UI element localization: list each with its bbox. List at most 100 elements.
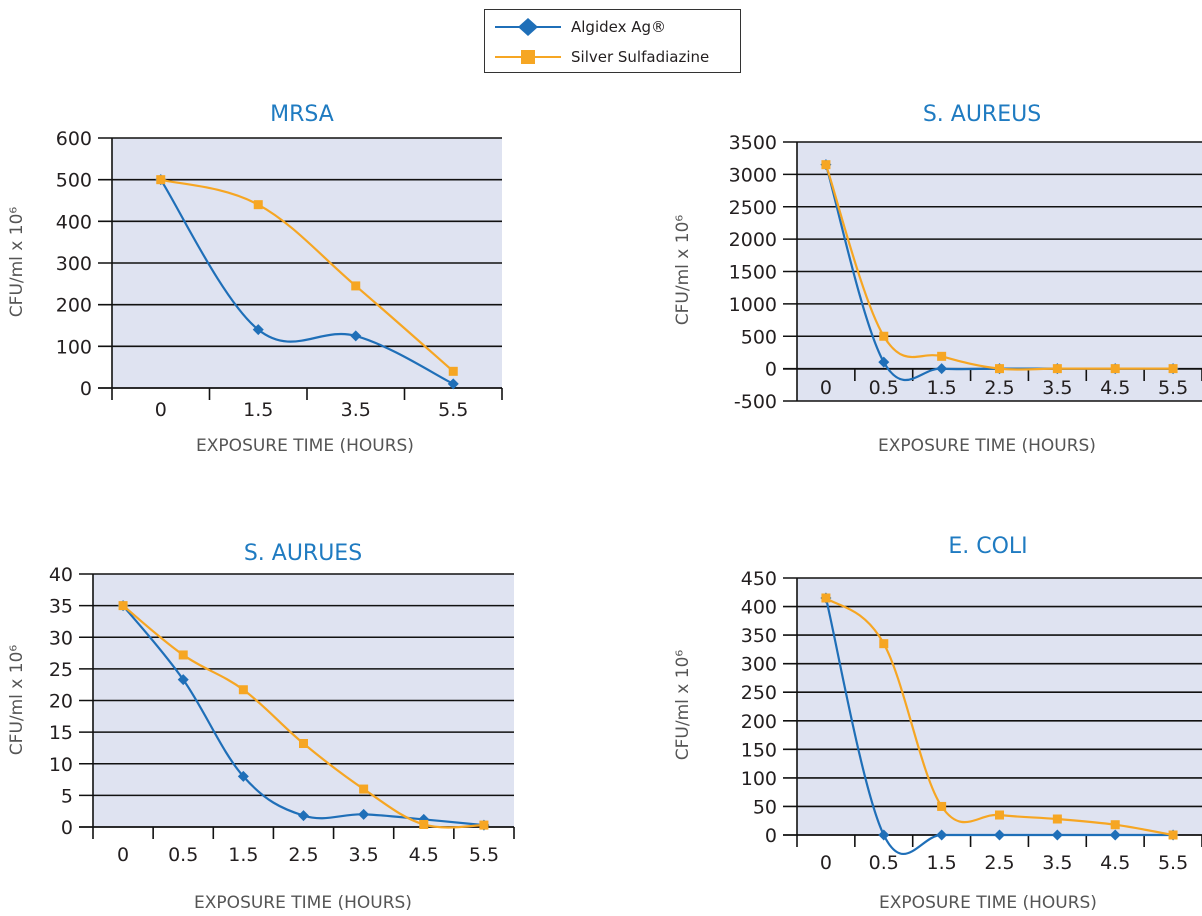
- legend-square-marker-icon: [495, 50, 561, 64]
- y-tick-label: 40: [49, 564, 73, 586]
- x-tick-label: 2.5: [984, 852, 1014, 874]
- data-point-silver-sulfadiazine: [238, 685, 248, 695]
- data-point-silver-sulfadiazine: [156, 175, 166, 185]
- data-point-algidex: [1051, 829, 1063, 841]
- x-tick-label: 2.5: [288, 844, 318, 866]
- data-point-silver-sulfadiazine: [1110, 364, 1120, 374]
- x-axis-label: EXPOSURE TIME (HOURS): [879, 893, 1097, 913]
- data-point-algidex: [252, 324, 264, 336]
- x-tick-label: 5.5: [1158, 852, 1188, 874]
- y-tick-label: 3500: [729, 132, 777, 154]
- legend-label-algidex: Algidex Ag®: [571, 18, 667, 36]
- x-tick-label: 1.5: [927, 377, 957, 399]
- y-tick-label: 3000: [729, 164, 777, 186]
- chart-mrsa: 0 100 200 300 400 500 600 0 1.5 3.5 5.5 MRSA EXPOSUR…: [7, 102, 503, 456]
- x-tick-label: 0.5: [869, 377, 899, 399]
- plot-area: [797, 578, 1202, 835]
- y-tick-label: 25: [49, 659, 73, 681]
- data-point-silver-sulfadiazine: [1110, 820, 1120, 830]
- x-axis-label: EXPOSURE TIME (HOURS): [196, 436, 414, 456]
- x-tick-label: 3.5: [341, 399, 371, 421]
- y-tick-label: -500: [734, 391, 777, 413]
- y-axis-label: CFU/ml x 10⁶: [673, 650, 693, 761]
- data-point-algidex: [878, 356, 890, 368]
- y-tick-label: 300: [741, 654, 777, 676]
- y-tick-label: 5: [61, 785, 73, 807]
- y-tick-label: 300: [56, 253, 92, 275]
- x-tick-label: 0: [155, 399, 167, 421]
- y-tick-label: 500: [56, 170, 92, 192]
- data-point-algidex: [237, 770, 249, 782]
- y-axis-label: CFU/ml x 10⁶: [7, 645, 27, 756]
- legend-diamond-marker-icon: [495, 18, 561, 36]
- y-tick-label: 500: [741, 326, 777, 348]
- x-tick-label: 4.5: [409, 844, 439, 866]
- chart-legend: Algidex Ag® Silver Sulfadiazine: [484, 9, 741, 73]
- data-point-algidex: [1109, 829, 1121, 841]
- data-point-algidex: [936, 363, 948, 375]
- data-point-silver-sulfadiazine: [879, 639, 889, 649]
- x-tick-label: 0: [820, 852, 832, 874]
- x-tick-label: 2.5: [984, 377, 1014, 399]
- y-tick-label: 600: [56, 128, 92, 150]
- data-point-silver-sulfadiazine: [879, 331, 889, 341]
- data-point-silver-sulfadiazine: [351, 281, 361, 291]
- data-point-algidex: [358, 808, 370, 820]
- data-point-algidex: [447, 378, 459, 390]
- y-tick-label: 1000: [729, 294, 777, 316]
- x-tick-label: 5.5: [1158, 377, 1188, 399]
- chart-title: S. AUREUS: [923, 102, 1041, 127]
- x-axis-label: EXPOSURE TIME (HOURS): [878, 436, 1096, 456]
- y-tick-label: 20: [49, 691, 73, 713]
- y-tick-label: 15: [49, 722, 73, 744]
- y-tick-label: 0: [765, 359, 777, 381]
- y-tick-label: 35: [49, 596, 73, 618]
- x-tick-label: 4.5: [1100, 852, 1130, 874]
- data-point-silver-sulfadiazine: [821, 593, 831, 603]
- y-tick-label: 0: [765, 825, 777, 847]
- x-tick-label: 1.5: [228, 844, 258, 866]
- x-tick-label: 0: [117, 844, 129, 866]
- data-point-silver-sulfadiazine: [1052, 364, 1062, 374]
- data-point-silver-sulfadiazine: [1052, 814, 1062, 824]
- y-axis-label: CFU/ml x 10⁶: [673, 215, 693, 326]
- y-tick-label: 250: [741, 682, 777, 704]
- legend-item-silver-sulfadiazine: Silver Sulfadiazine: [485, 43, 740, 71]
- y-tick-label: 0: [80, 378, 92, 400]
- data-point-silver-sulfadiazine: [995, 810, 1004, 820]
- y-tick-label: 10: [49, 754, 73, 776]
- y-tick-label: 2500: [729, 197, 777, 219]
- data-point-silver-sulfadiazine: [299, 739, 308, 749]
- data-point-algidex: [177, 674, 189, 686]
- y-tick-label: 200: [741, 711, 777, 733]
- y-tick-label: 50: [753, 796, 777, 818]
- x-tick-label: 0.5: [168, 844, 198, 866]
- data-point-silver-sulfadiazine: [118, 601, 128, 611]
- y-tick-label: 30: [49, 627, 73, 649]
- data-point-silver-sulfadiazine: [253, 200, 263, 210]
- x-tick-label: 5.5: [438, 399, 468, 421]
- data-point-silver-sulfadiazine: [937, 351, 947, 361]
- x-tick-label: 1.5: [243, 399, 273, 421]
- x-tick-label: 5.5: [469, 844, 499, 866]
- y-tick-label: 400: [56, 211, 92, 233]
- y-tick-label: 200: [56, 295, 92, 317]
- chart-s-aureus: -500 0 500 1000 1500 2000 2500 3000 3500 0 0.5 1.5 2…: [673, 102, 1202, 456]
- y-tick-label: 350: [741, 625, 777, 647]
- chart-title: S. AURUES: [244, 541, 362, 566]
- data-point-silver-sulfadiazine: [178, 650, 188, 660]
- series-line-silver-sulfadiazine: [160, 178, 454, 373]
- data-point-silver-sulfadiazine: [1168, 830, 1178, 840]
- x-tick-label: 4.5: [1100, 377, 1130, 399]
- x-tick-label: 0.5: [869, 852, 899, 874]
- data-point-silver-sulfadiazine: [821, 160, 831, 170]
- x-tick-label: 1.5: [927, 852, 957, 874]
- x-axis-label: EXPOSURE TIME (HOURS): [194, 893, 412, 913]
- data-point-algidex: [878, 829, 890, 841]
- x-tick-label: 3.5: [349, 844, 379, 866]
- data-point-silver-sulfadiazine: [1168, 364, 1178, 374]
- y-tick-label: 1500: [729, 262, 777, 284]
- chart-e-coli: 0 50 100 150 200 250 300 350 400 450 0 0.5 1.5 2.5 3.5…: [673, 534, 1202, 913]
- data-point-silver-sulfadiazine: [419, 819, 429, 829]
